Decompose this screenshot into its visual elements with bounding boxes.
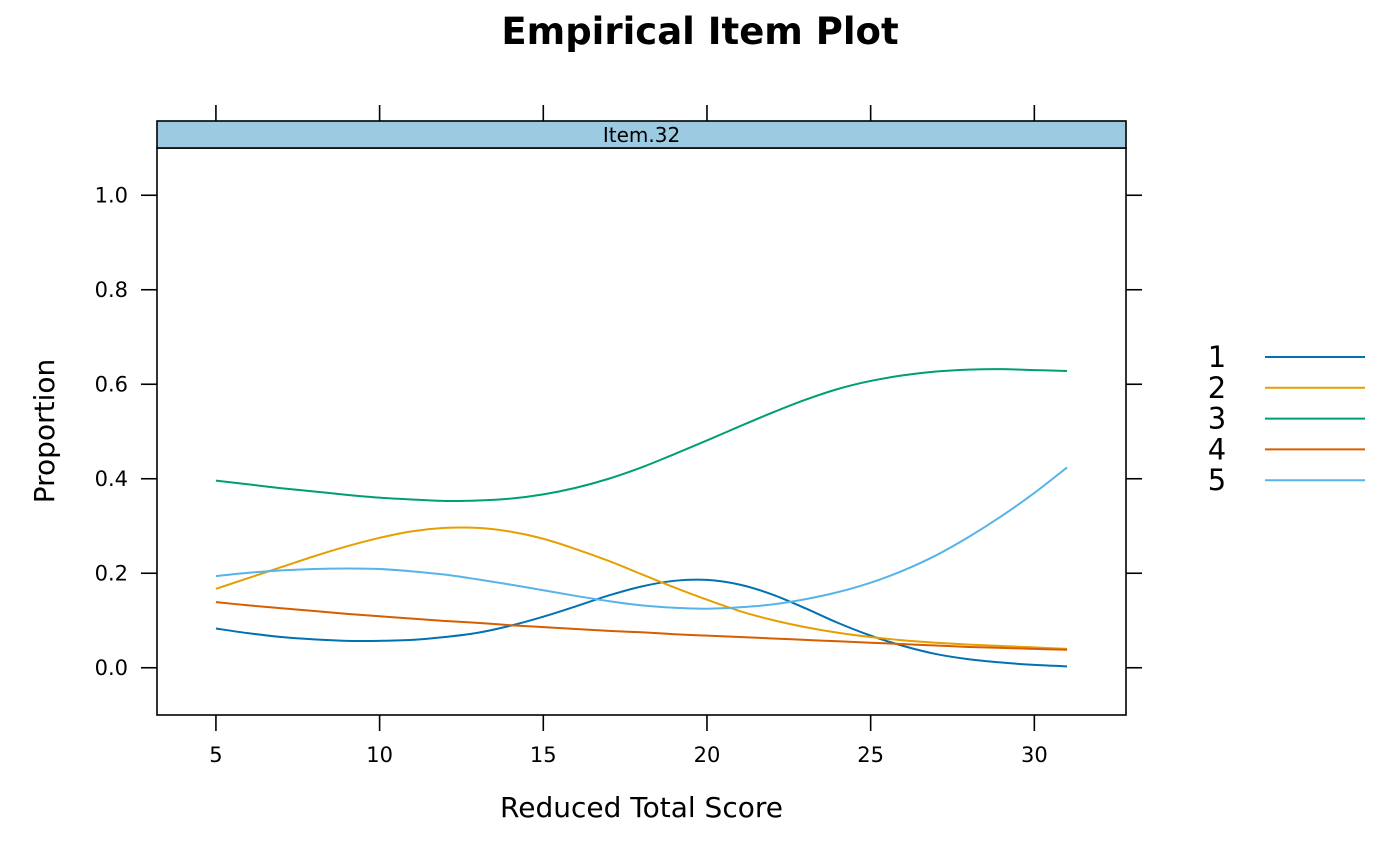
plot-area <box>156 147 1127 716</box>
series-line-5 <box>215 466 1068 610</box>
x-tick-label: 15 <box>530 743 557 767</box>
x-tick-label: 30 <box>1021 743 1048 767</box>
x-tick-label: 10 <box>366 743 393 767</box>
series-line-1 <box>215 578 1068 668</box>
x-tick-label: 20 <box>694 743 721 767</box>
series-line-3 <box>215 368 1068 503</box>
legend-label-1: 1 <box>1208 340 1226 374</box>
legend-label-2: 2 <box>1208 371 1226 405</box>
y-tick-label: 0.8 <box>95 278 128 302</box>
y-tick-label: 0.4 <box>95 467 128 491</box>
y-tick-label: 0.0 <box>95 656 128 680</box>
x-tick-label: 25 <box>857 743 884 767</box>
series-line-4 <box>215 601 1068 651</box>
y-axis: 0.0 0.2 0.4 0.6 0.8 1.0 <box>95 183 1142 680</box>
chart-title: Empirical Item Plot <box>501 10 898 53</box>
x-axis: 5 10 15 20 25 30 <box>209 105 1048 767</box>
y-tick-label: 0.2 <box>95 561 128 585</box>
series-layer <box>215 368 1068 668</box>
legend-label-3: 3 <box>1208 402 1226 436</box>
series-line-2 <box>215 526 1068 650</box>
x-tick-label: 5 <box>209 743 222 767</box>
legend-label-4: 4 <box>1208 432 1226 466</box>
panel-strip <box>156 120 1127 149</box>
y-axis-label: Proportion <box>28 359 61 503</box>
y-tick-label: 0.6 <box>95 372 128 396</box>
y-tick-label: 1.0 <box>95 183 128 207</box>
panel-strip-label: Item.32 <box>603 123 680 147</box>
x-axis-label: Reduced Total Score <box>500 791 783 824</box>
legend-label-5: 5 <box>1208 463 1226 497</box>
